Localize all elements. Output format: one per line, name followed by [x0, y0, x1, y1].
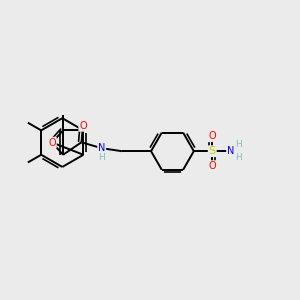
- Text: O: O: [48, 138, 56, 148]
- Text: H: H: [98, 153, 104, 162]
- Text: H: H: [235, 140, 242, 149]
- Text: O: O: [208, 161, 216, 171]
- Text: O: O: [208, 131, 216, 141]
- Text: S: S: [209, 146, 216, 156]
- Text: N: N: [98, 143, 105, 153]
- Text: O: O: [79, 121, 87, 131]
- Text: H: H: [235, 153, 242, 162]
- Text: N: N: [227, 146, 234, 156]
